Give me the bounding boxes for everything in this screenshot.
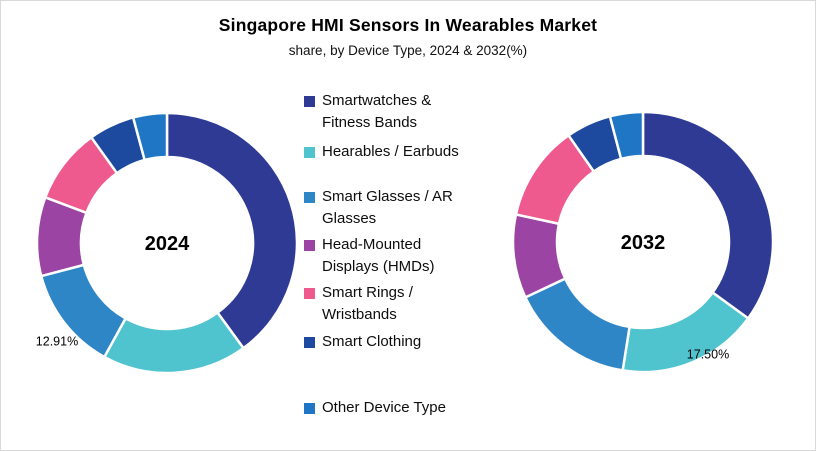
donut-2032-segment-smartwatches-fitness-bands xyxy=(641,110,775,320)
donut-2032-segment-other-device-type xyxy=(608,110,645,161)
legend-item-smartwatches-fitness-bands: Smartwatches & Fitness Bands xyxy=(304,90,431,134)
legend-label: Smart Clothing xyxy=(322,333,422,350)
legend-swatch-icon xyxy=(304,403,315,414)
data-label-2024-smart-glasses-ar-glasses: 12.91% xyxy=(36,335,78,349)
chart-title: Singapore HMI Sensors In Wearables Marke… xyxy=(218,15,598,35)
legend-item-smart-clothing: Smart Clothing xyxy=(304,331,421,353)
donut-2024-segment-other-device-type xyxy=(131,111,169,162)
donut-2024-segment-hearables-earbuds xyxy=(103,311,245,375)
donut-2032-segment-hearables-earbuds xyxy=(621,291,750,374)
legend-label: Hearables / Earbuds xyxy=(322,143,459,160)
legend-swatch-icon xyxy=(304,337,315,348)
donut-center-label-2024: 2024 xyxy=(145,233,190,255)
legend: Smartwatches & Fitness Bands Hearables / … xyxy=(304,1,516,450)
legend-item-smart-rings-wristbands: Smart Rings / Wristbands xyxy=(304,282,413,326)
legend-item-head-mounted-displays-hmds: Head-Mounted Displays (HMDs) xyxy=(304,234,435,278)
legend-label: Other Device Type xyxy=(322,399,446,416)
donut-2024-segment-smartwatches-fitness-bands xyxy=(165,111,299,350)
legend-swatch-icon xyxy=(304,288,315,299)
legend-swatch-icon xyxy=(304,240,315,251)
legend-swatch-icon xyxy=(304,147,315,158)
donut-center-label-2032: 2032 xyxy=(621,232,666,254)
data-label-2032-hearables-earbuds: 17.50% xyxy=(687,348,729,362)
donut-2032-segment-smart-glasses-ar-glasses xyxy=(524,277,631,372)
legend-item-hearables-earbuds: Hearables / Earbuds xyxy=(304,141,459,163)
legend-item-smart-glasses-ar-glasses: Smart Glasses / AR Glasses xyxy=(304,186,453,230)
chart-subtitle: share, by Device Type, 2024 & 2032(%) xyxy=(288,43,528,58)
donut-2024: 2024 12.91% xyxy=(35,111,299,375)
legend-label: Head-Mounted Displays (HMDs) xyxy=(322,236,435,275)
legend-label: Smart Rings / Wristbands xyxy=(322,284,413,323)
legend-label: Smart Glasses / AR Glasses xyxy=(322,188,453,227)
legend-swatch-icon xyxy=(304,96,315,107)
legend-swatch-icon xyxy=(304,192,315,203)
donut-2032: 2032 17.50% xyxy=(511,110,775,374)
legend-label: Smartwatches & Fitness Bands xyxy=(322,92,432,131)
legend-item-other-device-type: Other Device Type xyxy=(304,397,446,419)
